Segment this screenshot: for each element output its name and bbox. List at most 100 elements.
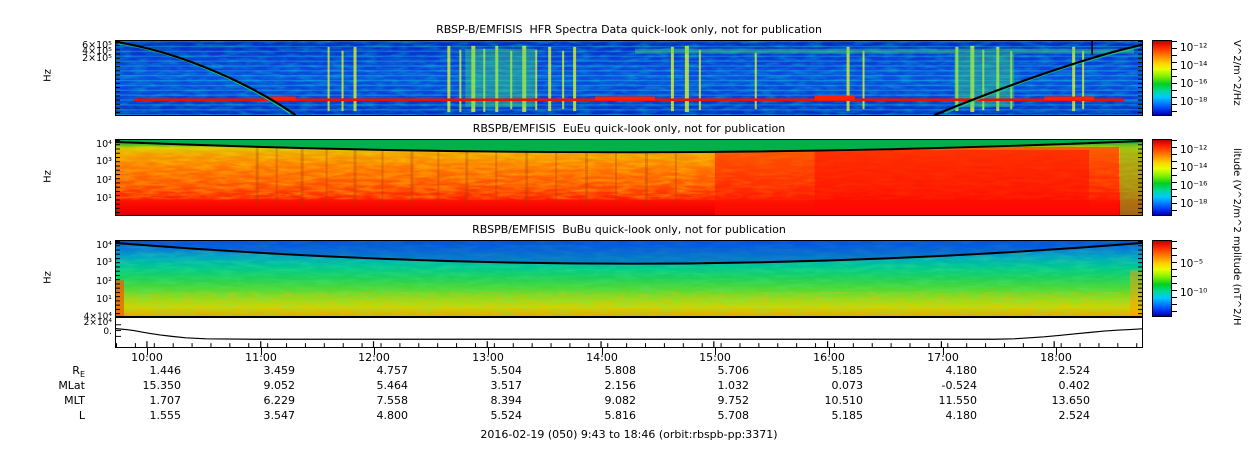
panel3-heatmap-image: [116, 241, 1142, 316]
panel4-ytick-0: 0.: [103, 327, 112, 337]
panel3-cbtick-1e-10: 10⁻¹⁰: [1180, 287, 1208, 299]
panel1-colorbar-unit: V^2/m^2/Hz: [1231, 40, 1242, 106]
hour-tick: [943, 348, 944, 355]
black-arc: [116, 140, 1142, 154]
panel2-colorbar-ticks: [1172, 140, 1177, 215]
l-value: 4.800: [376, 409, 409, 422]
time-label-13: 13:00: [472, 351, 504, 364]
panel2-ytick-1e4: 10⁴: [96, 139, 112, 150]
l-value: 2.524: [1058, 409, 1091, 422]
hour-tick: [488, 348, 489, 355]
panel2-colorbar-unit: litude (V^2/m^2: [1231, 148, 1242, 233]
dark-streaks: [255, 147, 677, 206]
x-axis-minor-ticks: [116, 343, 1142, 347]
panel4-line-image: [116, 318, 1142, 347]
panel1-ytick-2e5: 2×10⁵: [82, 53, 112, 64]
time-label-18: 18:00: [1040, 351, 1072, 364]
panel1-spectrogram-hfr: [115, 40, 1143, 116]
black-arc: [116, 241, 1142, 265]
mlat-value: 3.517: [490, 379, 523, 392]
mlt-main: MLT: [64, 394, 85, 407]
mlt-value: 6.229: [263, 394, 296, 407]
panel2-cbtick-1e-14: 10⁻¹⁴: [1180, 162, 1208, 174]
mlat-value: 1.032: [717, 379, 750, 392]
l-value: 4.180: [945, 409, 978, 422]
panel2-ytick-1e3: 10³: [96, 156, 112, 167]
panel2-colorbar: [1152, 139, 1172, 216]
mlt-value: 13.650: [1051, 394, 1091, 407]
mlat-value: -0.524: [941, 379, 977, 392]
hour-tick: [829, 348, 830, 355]
l-main: L: [78, 409, 85, 422]
burst-streaks: [327, 45, 1085, 113]
re-value: 3.459: [263, 364, 296, 377]
panel1-cbtick-1e-12: 10⁻¹²: [1180, 42, 1208, 54]
panel3-colorbar-unit: mplitude (nT^2/H: [1231, 236, 1242, 326]
mlt-value: 9.752: [717, 394, 750, 407]
re-value: 5.808: [604, 364, 637, 377]
panel4-ytick-4e4: 4×10⁴: [83, 312, 112, 322]
panel2-title: RBSPB/EMFISIS EuEu quick-look only, not …: [472, 122, 786, 135]
time-label-14: 14:00: [586, 351, 618, 364]
panel1-cbtick-1e-16: 10⁻¹⁶: [1180, 78, 1208, 90]
time-label-12: 12:00: [358, 351, 390, 364]
re-main: R: [72, 364, 80, 377]
panel1-colorbar-ticks: [1172, 41, 1177, 115]
hour-tick: [1056, 348, 1057, 355]
panel1-colorbar: [1152, 40, 1172, 116]
panel1-cbtick-1e-18: 10⁻¹⁸: [1180, 96, 1208, 108]
fce-curve-right: [933, 43, 1142, 115]
time-label-10: 10:00: [131, 351, 163, 364]
time-label-15: 15:00: [699, 351, 731, 364]
mlt-value: 1.707: [149, 394, 182, 407]
figure-caption: 2016-02-19 (050) 9:43 to 18:46 (orbit:rb…: [480, 428, 778, 441]
l-value: 5.185: [831, 409, 864, 422]
mlat-value: 15.350: [142, 379, 182, 392]
panel3-ytick-1e2: 10²: [96, 276, 112, 287]
re-value: 5.504: [490, 364, 523, 377]
panel2-cbtick-1e-16: 10⁻¹⁶: [1180, 180, 1208, 192]
re-value: 2.524: [1058, 364, 1091, 377]
bathtub-curve: [116, 328, 1142, 340]
re-value: 5.185: [831, 364, 864, 377]
panel3-ytick-1e3: 10³: [96, 257, 112, 268]
panel2-heatmap-image: [116, 140, 1142, 215]
time-label-11: 11:00: [245, 351, 277, 364]
panel2-cbtick-1e-12: 10⁻¹²: [1180, 144, 1208, 156]
panel2-ytick-1e1: 10¹: [96, 193, 112, 204]
panel1-ylabel: Hz: [42, 69, 54, 82]
panel2-spectrogram-eueu: [115, 139, 1143, 216]
mlt-value: 10.510: [824, 394, 864, 407]
re-sub: E: [79, 370, 85, 379]
l-value: 5.708: [717, 409, 750, 422]
re-value: 5.706: [717, 364, 750, 377]
hour-tick: [374, 348, 375, 355]
mlat-main: MLat: [58, 379, 85, 392]
y-axis-minor-ticks: [116, 41, 120, 115]
mlt-value: 9.082: [604, 394, 637, 407]
l-value: 1.555: [149, 409, 182, 422]
row-label-mlt: MLT: [20, 394, 85, 407]
re-value: 1.446: [149, 364, 182, 377]
panel4-ytick-2e4: 2×10⁴: [83, 318, 112, 328]
re-value: 4.757: [376, 364, 409, 377]
panel3-cbtick-1e-5: 10⁻⁵: [1180, 258, 1204, 270]
hour-tick: [261, 348, 262, 355]
fce-curve-left: [116, 41, 297, 115]
panel3-colorbar-ticks: [1172, 241, 1177, 316]
time-label-17: 17:00: [927, 351, 959, 364]
panel2-cbtick-1e-18: 10⁻¹⁸: [1180, 198, 1208, 210]
panel1-ytick-4e5: 4×10⁵: [82, 46, 112, 57]
panel3-title: RBSPB/EMFISIS BuBu quick-look only, not …: [472, 223, 786, 236]
mlat-value: 0.402: [1058, 379, 1091, 392]
panel3-ytick-1e4: 10⁴: [96, 240, 112, 251]
l-value: 3.547: [263, 409, 296, 422]
mlat-value: 5.464: [376, 379, 409, 392]
panel1-title: RBSP-B/EMFISIS HFR Spectra Data quick-lo…: [436, 23, 822, 36]
mlt-value: 8.394: [490, 394, 523, 407]
hour-tick: [602, 348, 603, 355]
mlat-value: 2.156: [604, 379, 637, 392]
panel1-cbtick-1e-14: 10⁻¹⁴: [1180, 60, 1208, 72]
panel1-ytick-6e5: 6×10⁵: [82, 40, 112, 51]
hour-tick: [715, 348, 716, 355]
